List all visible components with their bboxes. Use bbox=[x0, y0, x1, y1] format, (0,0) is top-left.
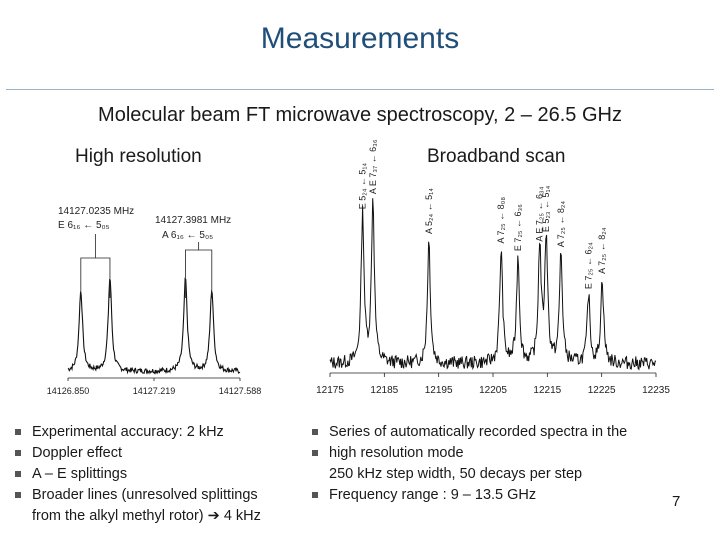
annotation-bracket bbox=[185, 242, 213, 298]
peak-label: A E 7₃₇ ← 6₃₆ bbox=[368, 139, 378, 194]
bullet-text: Experimental accuracy: 2 kHz bbox=[32, 424, 224, 440]
bullet-square-icon bbox=[15, 450, 21, 456]
bullet-continuation: 250 kHz step width, 50 decays per step bbox=[329, 466, 583, 482]
x-tick-label: 12185 bbox=[370, 385, 398, 396]
bullet-text: A – E splittings bbox=[32, 466, 128, 482]
bullet-square-icon bbox=[312, 429, 318, 435]
title-divider bbox=[6, 89, 714, 90]
peak-label: E 5₂₄ ← 5₁₄ bbox=[358, 163, 368, 210]
annotation-label: E 6₁₆ ← 5₀₅ bbox=[58, 220, 110, 231]
bullet-item: A – E splittings bbox=[15, 464, 305, 485]
bullet-item: Frequency range : 9 – 13.5 GHz bbox=[312, 485, 682, 506]
annotation-label: A 6₁₆ ← 5₀₅ bbox=[162, 230, 213, 241]
peak-label: A 5₂₄ ← 5₁₄ bbox=[424, 188, 434, 234]
x-tick-label: 12175 bbox=[316, 385, 344, 396]
x-tick-label: 12225 bbox=[588, 385, 616, 396]
broadband-chart: 12175 12185 12195 12205 12215 12225 12235 E 5₂₄… bbox=[316, 139, 670, 396]
bullet-item: Series of automatically recorded spectra… bbox=[312, 422, 682, 443]
bullet-square-icon bbox=[15, 492, 21, 498]
peak-label: A 7₂₅ ← 8₂₄ bbox=[556, 201, 566, 248]
bullet-continuation: from the alkyl methyl rotor) ➔ 4 kHz bbox=[32, 508, 261, 524]
peak-label: E 5₂₃ ← 5₁₄ bbox=[541, 185, 551, 232]
peak-label: A E 7₂₅ ← 6₃₄ bbox=[535, 186, 545, 241]
x-tick-label: 12215 bbox=[533, 385, 561, 396]
bullet-text: Series of automatically recorded spectra… bbox=[329, 424, 628, 440]
peak-label: E 7₂₅ ← 6₂₄ bbox=[584, 242, 594, 289]
x-tick-label: 14126.850 bbox=[47, 386, 90, 396]
slide-subtitle: Molecular beam FT microwave spectroscopy… bbox=[98, 104, 622, 126]
annotation-freq: 14127.0235 MHz bbox=[58, 206, 134, 217]
bullet-text: Frequency range : 9 – 13.5 GHz bbox=[329, 487, 537, 503]
peak-label: E 7₂₅ ← 6₃₆ bbox=[513, 204, 523, 251]
x-tick-label: 14127.219 bbox=[133, 386, 176, 396]
right-bullet-list: Series of automatically recorded spectra… bbox=[312, 422, 682, 506]
left-bullet-list: Experimental accuracy: 2 kHz Doppler effe… bbox=[15, 422, 305, 527]
x-tick-label: 12205 bbox=[479, 385, 507, 396]
bullet-text: Broader lines (unresolved splittings bbox=[32, 487, 258, 503]
bullet-item: Doppler effect bbox=[15, 443, 305, 464]
page-number: 7 bbox=[672, 493, 681, 510]
high-resolution-chart: 14126.850 14127.219 14127.588 14127.0235 MH… bbox=[47, 206, 262, 396]
bullet-square-icon bbox=[15, 429, 21, 435]
annotation-freq: 14127.3981 MHz bbox=[155, 215, 231, 226]
bullet-square-icon bbox=[312, 450, 318, 456]
spectrum-trace bbox=[67, 277, 241, 375]
bullet-square-icon bbox=[15, 471, 21, 477]
slide-title: Measurements bbox=[260, 22, 460, 55]
bullet-item: Broader lines (unresolved splittings from… bbox=[15, 485, 305, 527]
peak-label: A 7₂₅ ← 8₀₈ bbox=[496, 197, 506, 244]
annotation-bracket bbox=[80, 234, 111, 298]
left-heading: High resolution bbox=[75, 146, 202, 167]
bullet-text: high resolution mode bbox=[329, 445, 464, 461]
bullet-square-icon bbox=[312, 492, 318, 498]
right-heading: Broadband scan bbox=[427, 146, 566, 167]
x-tick-label: 14127.588 bbox=[219, 386, 262, 396]
bullet-item: Experimental accuracy: 2 kHz bbox=[15, 422, 305, 443]
peak-label: A 7₂₅ ← 8₂₄ bbox=[597, 227, 607, 274]
bullet-item: high resolution mode 250 kHz step width, … bbox=[312, 443, 682, 485]
spectrum-trace bbox=[329, 198, 657, 371]
x-tick-label: 12235 bbox=[642, 385, 670, 396]
x-tick-label: 12195 bbox=[425, 385, 453, 396]
bullet-text: Doppler effect bbox=[32, 445, 123, 461]
